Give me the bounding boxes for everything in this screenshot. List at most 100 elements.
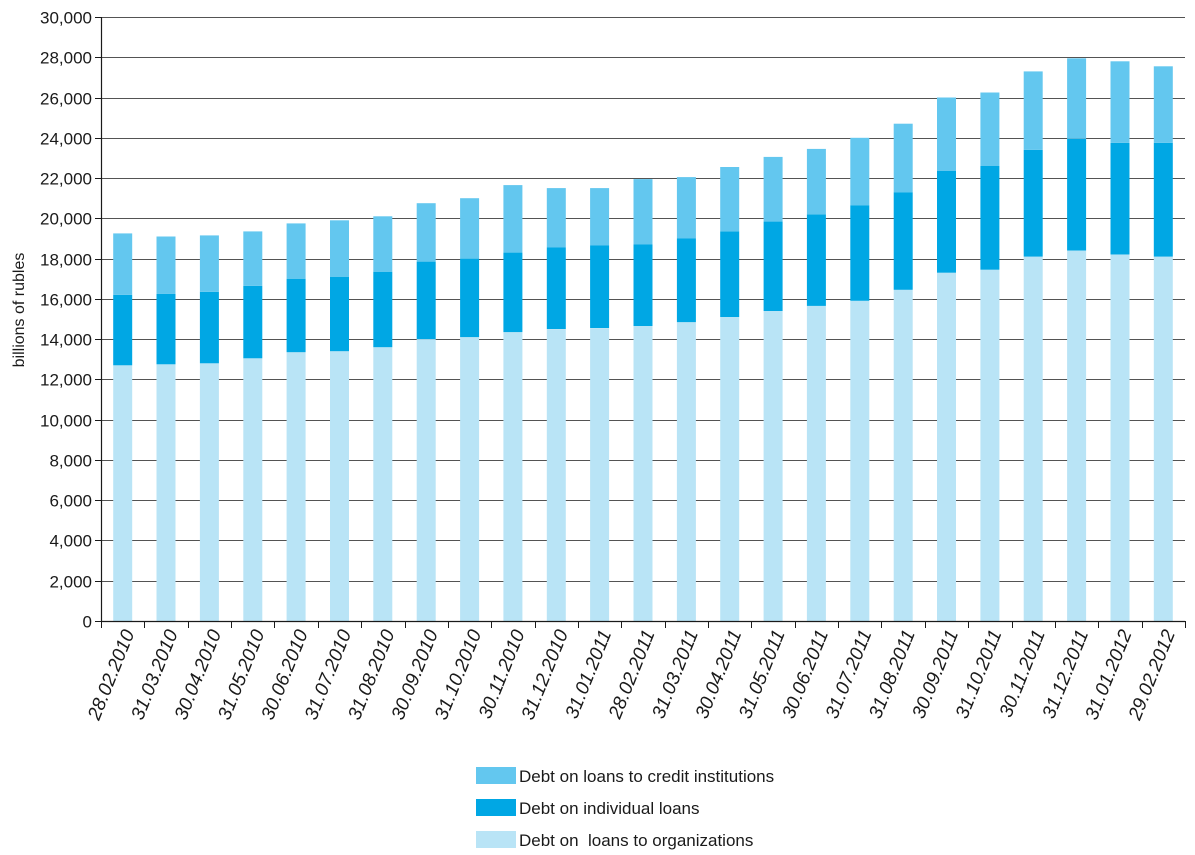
bar-segment [546, 329, 566, 621]
y-tick-label: 28,000 [40, 49, 92, 68]
bar-segment [503, 332, 523, 621]
bar-segment [850, 137, 870, 206]
bar-segment [330, 220, 349, 277]
bar-segment [850, 205, 870, 301]
bar-segment [546, 188, 566, 248]
bar-segment [806, 305, 826, 621]
bar-segment [633, 326, 653, 621]
bar-segment [893, 289, 913, 621]
legend-swatch [476, 799, 516, 816]
bar-segment [460, 258, 480, 338]
bar-segment [330, 276, 349, 352]
y-axis-title: billions of rubles [11, 253, 28, 368]
bar-segment [373, 216, 393, 272]
bar-segment [676, 322, 696, 621]
y-tick-label: 22,000 [40, 170, 92, 189]
y-axis-ticks: 0 2,000 4,000 6,000 8,000 10,000 12,000 14,000 1… [40, 9, 101, 632]
bar-segment [720, 231, 740, 317]
y-tick-label: 6,000 [49, 492, 92, 511]
y-tick-label: 30,000 [40, 9, 92, 28]
y-tick-label: 14,000 [40, 331, 92, 350]
bar-segment [676, 177, 696, 239]
bar-segment [763, 156, 783, 222]
legend: Debt on loans to credit institutions Debt… [476, 767, 774, 850]
bar-segment [1067, 250, 1087, 621]
legend-label: Debt on loans to credit institutions [519, 767, 774, 786]
bar-segment [633, 179, 653, 245]
bar-segment [243, 285, 263, 359]
bar-segment [199, 363, 219, 621]
bar-segment [937, 97, 956, 171]
bar-segment [373, 271, 393, 348]
bar-segment [763, 221, 783, 311]
bar-segment [980, 269, 1000, 621]
bar-segment [590, 328, 610, 621]
bar-segment [199, 235, 219, 292]
bar-segment [416, 203, 436, 262]
bar-segment [893, 123, 913, 193]
bar-segment [243, 231, 263, 286]
bar-segment [1067, 58, 1087, 139]
bar-segment [1023, 71, 1043, 150]
y-tick-label: 8,000 [49, 452, 92, 471]
x-axis-labels: 28.02.201031.03.201030.04.201031.05.2010… [84, 627, 1180, 724]
bar-segment [720, 317, 740, 621]
bar-segment [850, 300, 870, 621]
bar-segment [330, 351, 349, 621]
bar-segment [1067, 138, 1087, 251]
bar-segment [286, 223, 306, 279]
y-tick-label: 0 [83, 613, 92, 632]
bar-segment [156, 293, 176, 365]
bar-segment [980, 166, 1000, 270]
axes [100, 17, 1186, 628]
bar-segment [676, 238, 696, 323]
bar-segment [1110, 254, 1130, 621]
bar-segment [1153, 142, 1173, 257]
bar-segment [893, 192, 913, 290]
bar-segment [1023, 149, 1043, 257]
bar-segment [113, 233, 133, 295]
legend-swatch [476, 831, 516, 848]
y-tick-label: 18,000 [40, 251, 92, 270]
bar-segment [980, 92, 1000, 166]
bar-segment [113, 365, 133, 621]
y-tick-label: 26,000 [40, 90, 92, 109]
y-tick-label: 24,000 [40, 130, 92, 149]
bar-segment [286, 352, 306, 621]
y-tick-label: 16,000 [40, 291, 92, 310]
bar-segment [1110, 61, 1130, 143]
bar-segment [806, 214, 826, 306]
bar-segment [373, 347, 393, 621]
legend-label: Debt on individual loans [519, 799, 700, 818]
bar-segment [633, 244, 653, 326]
y-tick-label: 10,000 [40, 412, 92, 431]
bar-segment [937, 171, 956, 273]
y-tick-label: 2,000 [49, 573, 92, 592]
bar-segment [590, 188, 610, 246]
bar-segment [1110, 142, 1130, 255]
bar-segment [503, 252, 523, 333]
bar-segment [243, 358, 263, 621]
bar-segment [416, 261, 436, 340]
bar-segment [286, 278, 306, 353]
bar-segment [460, 198, 480, 259]
bar-segment [199, 291, 219, 364]
bar-segment [937, 272, 956, 621]
bar-segment [503, 185, 523, 253]
bar-segment [590, 245, 610, 328]
bar-segment [720, 167, 740, 232]
y-tick-label: 4,000 [49, 532, 92, 551]
bar-segment [1153, 66, 1173, 143]
bar-segment [806, 148, 826, 215]
legend-swatch [476, 767, 516, 784]
bars [113, 58, 1173, 621]
bar-segment [546, 247, 566, 329]
bar-segment [1023, 256, 1043, 621]
bar-segment [416, 339, 436, 621]
bar-segment [113, 294, 133, 366]
bar-segment [763, 310, 783, 621]
bar-segment [156, 236, 176, 294]
bar-segment [460, 337, 480, 621]
y-tick-label: 12,000 [40, 371, 92, 390]
